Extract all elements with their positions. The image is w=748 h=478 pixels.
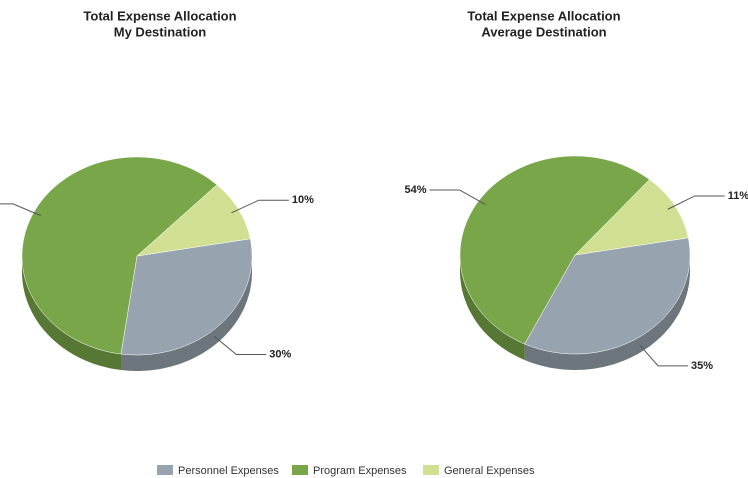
data-label: 35% [691, 360, 713, 372]
pie-slice [120, 238, 253, 356]
pie-side [460, 255, 525, 360]
leader-line [638, 344, 689, 367]
chart-subtitle: Average Destination [481, 24, 606, 39]
chart-title: Total Expense Allocation [467, 8, 620, 23]
pie-slice [524, 237, 691, 355]
pie-side [121, 256, 252, 371]
leader-line [429, 189, 486, 206]
leader-line [231, 199, 289, 214]
leader-line [0, 203, 42, 217]
data-label: 54% [404, 184, 426, 196]
chart-subtitle: My Destination [114, 24, 207, 39]
data-label: 10% [292, 194, 314, 206]
chart-title: Total Expense Allocation [83, 8, 236, 23]
legend-label: Personnel Expenses [178, 465, 279, 477]
legend-label: General Expenses [444, 465, 535, 477]
legend-swatch [157, 465, 173, 475]
data-label: 11% [728, 190, 748, 202]
legend-label: Program Expenses [313, 465, 407, 477]
data-label: 30% [269, 348, 291, 360]
pie-side [22, 256, 121, 370]
leader-line [213, 335, 267, 356]
legend-swatch [423, 465, 439, 475]
legend-swatch [292, 465, 308, 475]
leader-line [667, 195, 725, 210]
pie-side [524, 255, 690, 370]
